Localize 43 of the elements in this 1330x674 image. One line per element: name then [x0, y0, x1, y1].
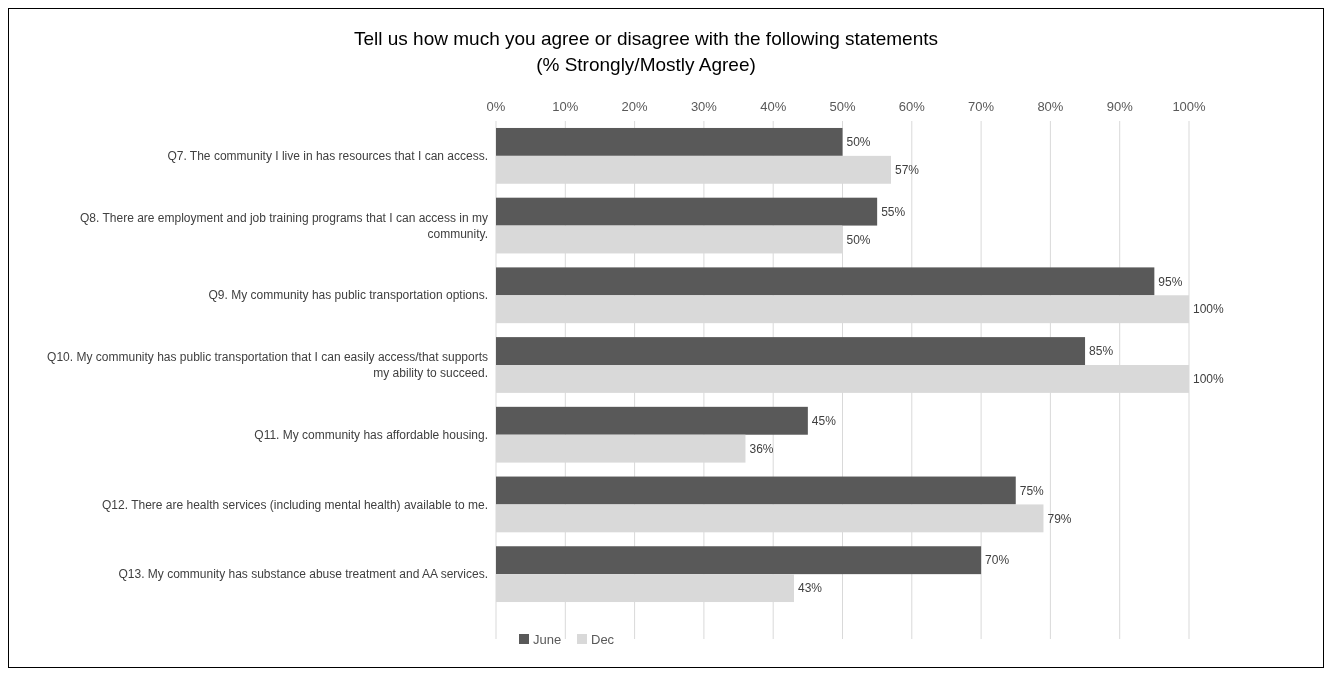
data-label: 55%	[881, 204, 906, 219]
x-tick-label: 30%	[690, 99, 718, 114]
x-tick-label: 60%	[898, 99, 926, 114]
data-label: 85%	[1089, 344, 1114, 359]
bar	[496, 406, 808, 435]
x-tick-label: 50%	[829, 99, 856, 114]
x-tick-label: 90%	[1106, 99, 1134, 114]
x-tick-label: 70%	[968, 99, 995, 114]
chart-title: Tell us how much you agree or disagree with the following statements	[353, 28, 939, 49]
bar	[496, 337, 1086, 365]
x-tick-label: 10%	[552, 99, 579, 114]
bar	[496, 267, 1155, 296]
legend-label: June	[533, 631, 562, 647]
data-label: 75%	[1019, 483, 1045, 498]
y-tick-label: Q13. My community has substance abuse treatment and AA services.	[118, 567, 488, 582]
legend-label: Dec	[591, 631, 615, 647]
bar	[496, 127, 843, 156]
data-label: 36%	[749, 441, 774, 456]
data-label: 57%	[895, 163, 920, 177]
y-tick-label: Q9. My community has public transportation options.	[208, 288, 488, 303]
data-label: 45%	[811, 413, 837, 428]
y-tick-label: Q12. There are health services (including mental health) available to me.	[102, 497, 488, 512]
bar	[496, 197, 878, 226]
x-tick-label: 20%	[621, 99, 649, 114]
x-tick-label: 100%	[1172, 99, 1207, 114]
bar	[496, 546, 982, 575]
y-tick-label: Q11. My community has affordable housing.	[254, 427, 488, 442]
y-tick-label: Q8. There are employment and job training programs that I can access in my community.	[80, 210, 488, 241]
chart-subtitle: (% Strongly/Mostly Agree)	[536, 54, 756, 75]
data-label: 100%	[1193, 302, 1225, 317]
data-label: 100%	[1193, 372, 1225, 387]
data-label: 43%	[797, 581, 823, 596]
y-tick-label: Q10. My community has public transportation that I can easily access/that supports my ability to succeed.	[47, 350, 488, 381]
data-label: 50%	[846, 135, 871, 150]
bar	[496, 476, 1016, 505]
y-tick-label: Q7. The community I live in has resources that I can access.	[167, 149, 488, 164]
data-label: 79%	[1047, 511, 1072, 526]
data-label: 50%	[846, 232, 871, 247]
data-label: 95%	[1158, 274, 1183, 289]
x-tick-label: 40%	[760, 99, 787, 114]
x-tick-label: 0%	[486, 99, 506, 114]
x-tick-label: 80%	[1037, 99, 1064, 114]
data-label: 70%	[985, 553, 1010, 568]
